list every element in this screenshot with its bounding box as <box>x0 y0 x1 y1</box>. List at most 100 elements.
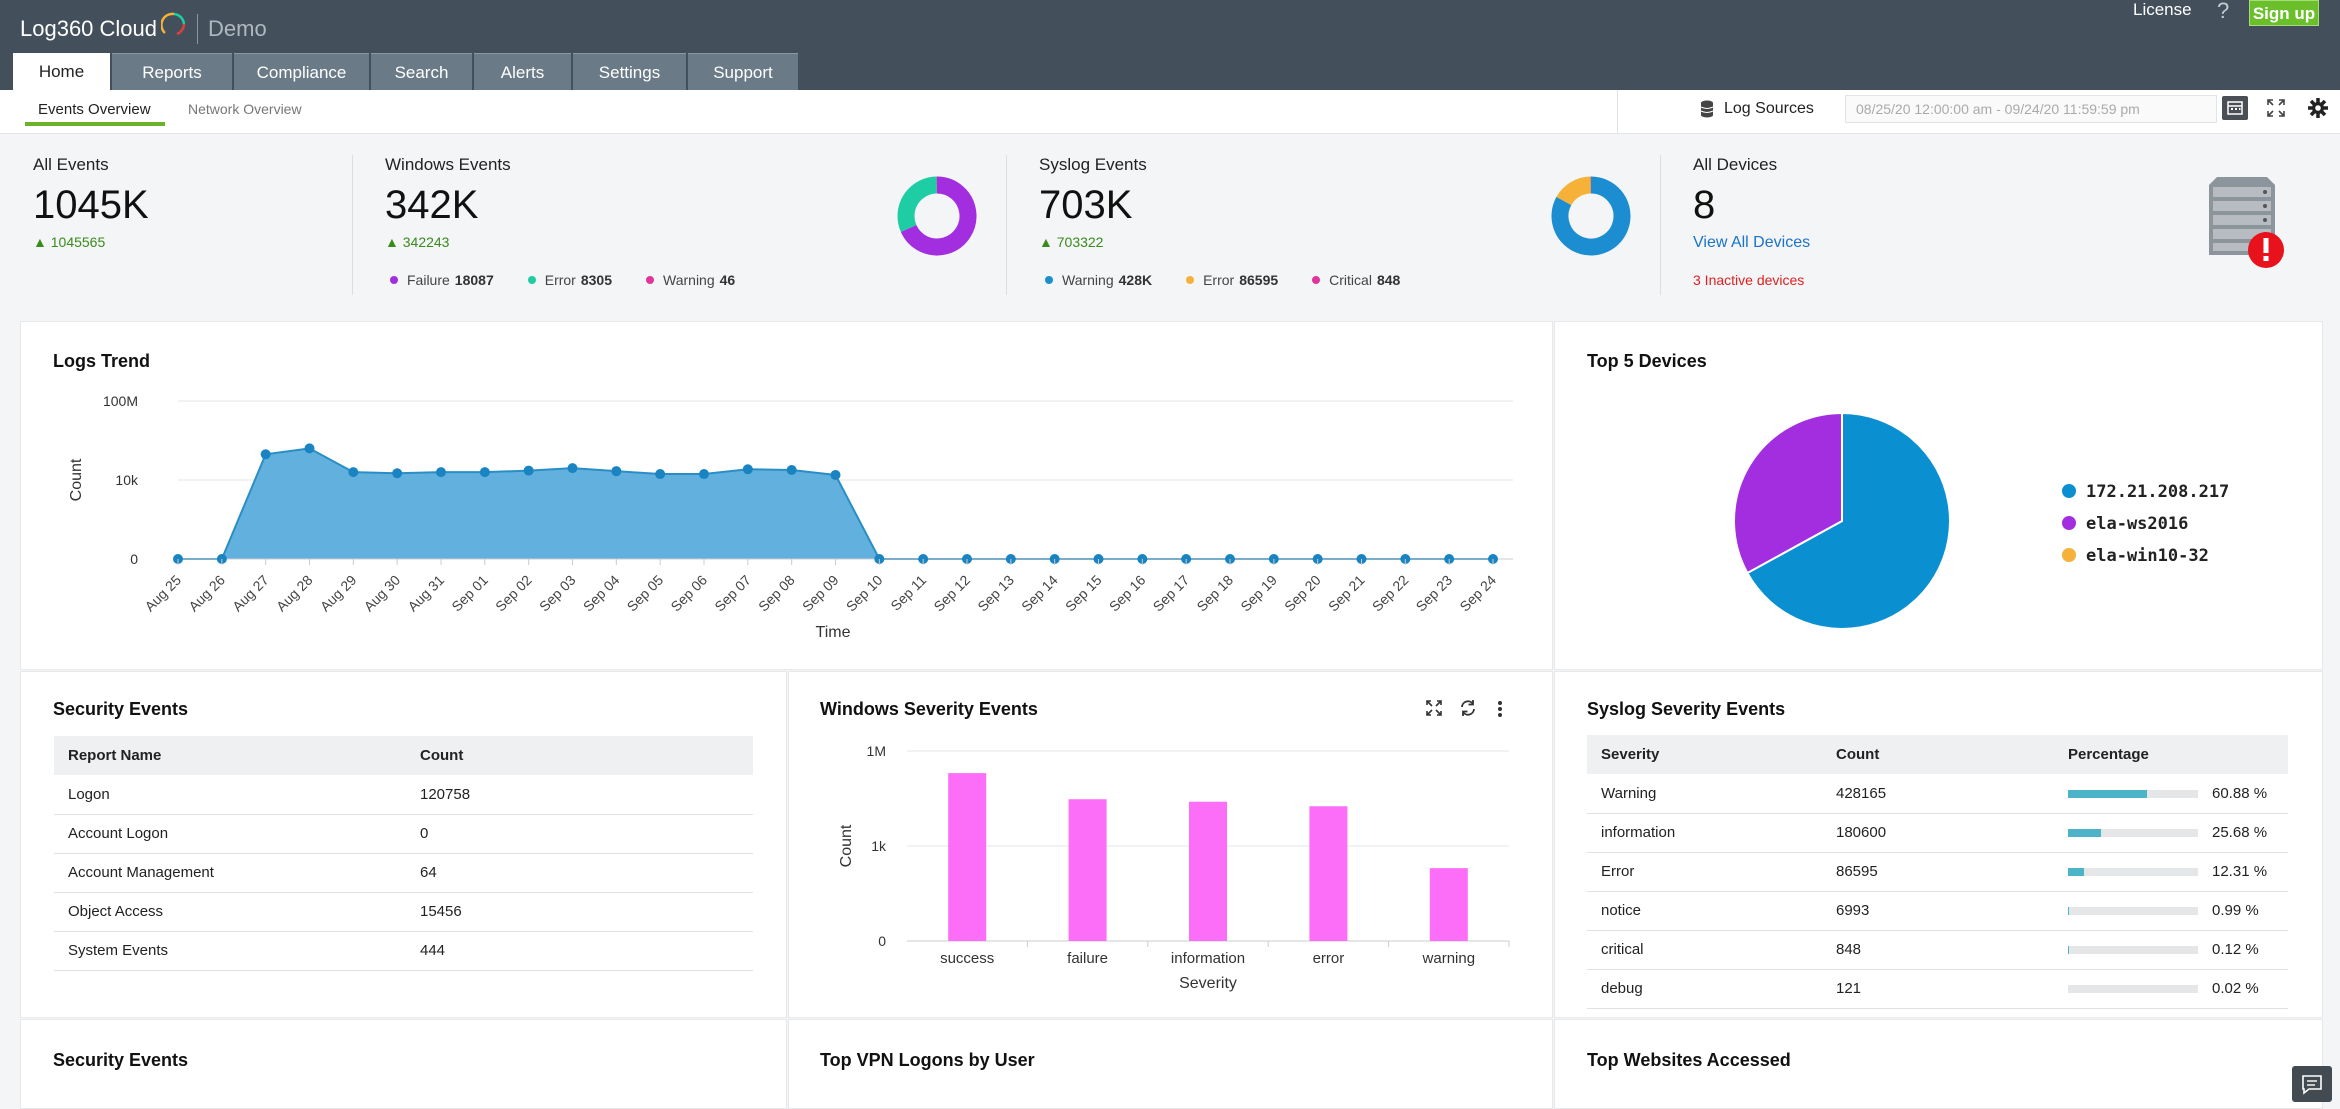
x-tick-label: Sep 02 <box>492 572 535 615</box>
data-point <box>611 466 621 476</box>
x-axis-label: Severity <box>1179 975 1237 992</box>
x-tick-label: Sep 23 <box>1413 572 1456 615</box>
legend-dot <box>528 276 536 284</box>
x-tick-label: error <box>1313 950 1345 967</box>
percentage-bar <box>2068 790 2198 798</box>
tab-support[interactable]: Support <box>688 53 798 90</box>
legend-dot <box>390 276 398 284</box>
tab-search[interactable]: Search <box>371 53 472 90</box>
log-sources-button[interactable]: Log Sources <box>1700 100 1814 118</box>
x-tick-label: Sep 08 <box>755 572 798 615</box>
subtab-network-overview[interactable]: Network Overview <box>188 101 302 117</box>
help-icon[interactable]: ? <box>2217 0 2229 24</box>
legend-dot <box>2062 484 2076 498</box>
chat-button[interactable] <box>2292 1066 2332 1102</box>
data-point <box>831 470 841 480</box>
x-tick-label: Sep 01 <box>448 572 491 615</box>
x-tick-label: success <box>940 950 994 967</box>
table-header[interactable]: Report Name <box>54 736 406 775</box>
x-tick-label: Sep 24 <box>1456 572 1499 615</box>
x-tick-label: Sep 13 <box>974 572 1017 615</box>
percentage-value: 0.02 % <box>2212 980 2259 997</box>
y-tick-label: 0 <box>130 551 138 567</box>
tab-reports[interactable]: Reports <box>112 53 232 90</box>
data-point <box>261 449 271 459</box>
table-header[interactable]: Count <box>406 736 753 775</box>
calendar-icon[interactable] <box>2222 96 2248 120</box>
syslog-donut-chart[interactable] <box>1550 175 1632 257</box>
tab-settings[interactable]: Settings <box>573 53 686 90</box>
x-tick-label: Sep 03 <box>536 572 579 615</box>
bar <box>1069 799 1107 941</box>
tab-compliance[interactable]: Compliance <box>234 53 369 90</box>
y-axis-label: Count <box>68 458 85 501</box>
data-point <box>480 467 490 477</box>
x-tick-label: Sep 12 <box>930 572 973 615</box>
data-point <box>655 469 665 479</box>
fullscreen-icon[interactable] <box>2266 98 2286 118</box>
windows-donut-chart[interactable] <box>896 175 978 257</box>
x-tick-label: Sep 16 <box>1106 572 1149 615</box>
divider <box>1660 155 1661 295</box>
panel-title: Syslog Severity Events <box>1587 699 1785 720</box>
table-header[interactable]: Percentage <box>2054 735 2288 774</box>
tab-alerts[interactable]: Alerts <box>474 53 571 90</box>
divider <box>352 155 353 295</box>
stat-label: Windows Events <box>385 155 511 175</box>
view-all-devices-link[interactable]: View All Devices <box>1693 234 1810 252</box>
data-point <box>305 443 315 453</box>
subtab-events-overview[interactable]: Events Overview <box>38 101 151 118</box>
tab-home[interactable]: Home <box>13 53 110 90</box>
percentage-bar <box>2068 829 2198 837</box>
donut-slice <box>906 185 937 228</box>
logo[interactable]: Log360 Cloud Demo <box>20 14 267 44</box>
signup-button[interactable]: Sign up <box>2249 0 2319 26</box>
table-header[interactable]: Count <box>1822 735 2054 774</box>
x-tick-label: Sep 14 <box>1018 572 1061 615</box>
x-tick-label: Aug 30 <box>361 572 404 615</box>
date-range-input[interactable]: 08/25/20 12:00:00 am - 09/24/20 11:59:59… <box>1845 95 2217 123</box>
inactive-devices-link[interactable]: 3 Inactive devices <box>1693 272 1810 288</box>
data-point <box>568 463 578 473</box>
table-header[interactable]: Severity <box>1587 735 1822 774</box>
percentage-value: 0.12 % <box>2212 941 2259 958</box>
area-fill <box>178 448 1493 559</box>
syslog-severity-panel: Syslog Severity Events Severity Count Pe… <box>1554 671 2323 1018</box>
chat-icon <box>2292 1066 2332 1102</box>
x-tick-label: Sep 11 <box>887 572 929 614</box>
x-tick-label: information <box>1171 950 1245 967</box>
x-axis-label: Time <box>816 624 851 641</box>
stats-row: All Events 1045K ▲ 1045565 Windows Event… <box>0 135 2340 319</box>
legend-dot <box>2062 548 2076 562</box>
license-link[interactable]: License <box>2133 0 2192 20</box>
settings-gear-icon[interactable] <box>2307 97 2329 119</box>
x-tick-label: Sep 07 <box>711 572 754 615</box>
x-tick-label: Sep 18 <box>1193 572 1236 615</box>
data-point <box>436 467 446 477</box>
legend-dot <box>1186 276 1194 284</box>
